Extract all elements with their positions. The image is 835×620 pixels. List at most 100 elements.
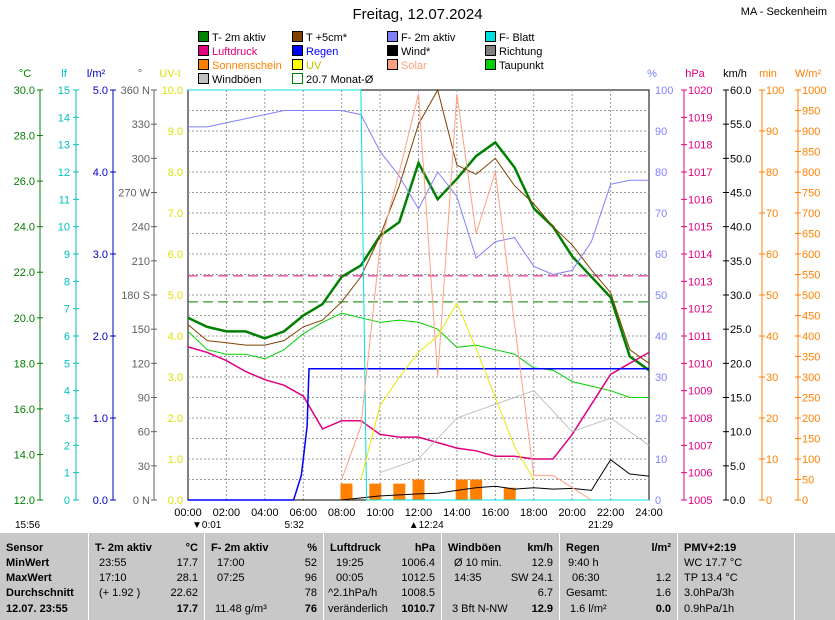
legend-item-10: Solar bbox=[387, 59, 427, 72]
axis-leaf-tick: 6 bbox=[64, 331, 70, 343]
axis-press-tick: 1012 bbox=[688, 304, 712, 316]
axis-rain-tick: 5.0 bbox=[93, 85, 108, 97]
chart-title: Freitag, 12.07.2024 bbox=[352, 6, 483, 23]
legend-label: Luftdruck bbox=[212, 46, 258, 58]
legend-swatch bbox=[387, 45, 398, 56]
axis-press-tick: 1008 bbox=[688, 413, 712, 425]
axis-rain-tick: 1.0 bbox=[93, 413, 108, 425]
axis-press-tick: 1005 bbox=[688, 495, 712, 507]
axis-solar-tick: 950 bbox=[802, 106, 820, 118]
axis-wind-tick: 50.0 bbox=[730, 153, 751, 165]
sunshine-bar bbox=[340, 483, 353, 500]
hdr-press-unit: hPa bbox=[414, 542, 435, 554]
axis-temp-tick: 14.0 bbox=[14, 449, 35, 461]
legend-label: UV bbox=[306, 60, 322, 72]
axis-wind-tick: 45.0 bbox=[730, 188, 751, 200]
event-sunset: 21:29 bbox=[588, 520, 613, 531]
axis-press-tick: 1013 bbox=[688, 276, 712, 288]
col-temp: T- 2m aktiv °C 23:55 17.7 17:10 28.1 (+ 1.9… bbox=[89, 533, 205, 620]
summary-table: Sensor MinWert MaxWert Durchschnitt 12.0… bbox=[0, 533, 835, 620]
axis-hum-tick: 50 bbox=[655, 290, 667, 302]
rain-duration: 9:40 h bbox=[568, 557, 599, 569]
axis-rain-tick: 2.0 bbox=[93, 331, 108, 343]
axis-solar-tick: 450 bbox=[802, 311, 820, 323]
hdr-pmv: PMV+2:19 bbox=[684, 542, 737, 554]
temp-avg-value: 22.62 bbox=[170, 587, 198, 599]
axis-dir-tick: 60 bbox=[138, 427, 150, 439]
legend-swatch bbox=[485, 59, 496, 70]
temp-avg-delta: (+ 1.92 ) bbox=[99, 587, 141, 599]
hdr-sensor: Sensor bbox=[6, 542, 44, 554]
axis-leaf-tick: 5 bbox=[64, 358, 70, 370]
legend-item-13: 20.7 Monat-Ø bbox=[292, 73, 373, 86]
axis-uv-tick: 10.0 bbox=[162, 85, 183, 97]
time-tick: 18:00 bbox=[520, 507, 548, 519]
event-moonrise: ▲12:24 bbox=[409, 520, 444, 531]
event-sunrise: 5:32 bbox=[284, 520, 304, 531]
axis-temp-tick: 20.0 bbox=[14, 313, 35, 325]
axis-uv-unit: UV-I bbox=[159, 68, 180, 80]
axis-solar-tick: 1000 bbox=[802, 85, 826, 97]
axis-solar-tick: 700 bbox=[802, 208, 820, 220]
axis-leaf-tick: 15 bbox=[58, 85, 70, 97]
axis-solar-tick: 550 bbox=[802, 270, 820, 282]
wind-current-value: 12.9 bbox=[531, 603, 553, 615]
axis-wind-tick: 0.0 bbox=[730, 495, 745, 507]
axis-uv-tick: 2.0 bbox=[168, 413, 183, 425]
axis-sun-tick: 30 bbox=[766, 372, 778, 384]
axis-hum-tick: 90 bbox=[655, 126, 667, 138]
temp-max-value: 28.1 bbox=[176, 572, 198, 584]
wind-avg-label: Ø 10 min. bbox=[454, 557, 502, 569]
axis-temp-tick: 24.0 bbox=[14, 222, 35, 234]
hum-max-value: 96 bbox=[304, 572, 317, 584]
series-taupunkt bbox=[187, 312, 649, 398]
axis-dir-tick: 90 bbox=[138, 393, 150, 405]
axis-leaf-tick: 1 bbox=[64, 468, 70, 480]
axis-sun-tick: 0 bbox=[766, 495, 772, 507]
axis-solar-tick: 150 bbox=[802, 434, 820, 446]
wind-avg10-value: 12.9 bbox=[531, 557, 553, 569]
axis-dir-tick: 240 bbox=[132, 222, 150, 234]
axis-press-unit: hPa bbox=[685, 68, 705, 80]
wind-bft: 3 Bft N-NW bbox=[452, 603, 508, 615]
legend-swatch bbox=[292, 45, 303, 56]
time-tick: 08:00 bbox=[328, 507, 356, 519]
legend-item-6: Wind* bbox=[387, 45, 430, 58]
axis-wind-tick: 55.0 bbox=[730, 119, 751, 131]
legend-label: Wind* bbox=[401, 46, 431, 58]
axis-wind-tick: 30.0 bbox=[730, 290, 751, 302]
rain-total-value: 1.6 bbox=[655, 587, 671, 599]
axis-solar-tick: 850 bbox=[802, 147, 820, 159]
series-f-2m-aktiv bbox=[188, 110, 649, 276]
legend-item-11: Taupunkt bbox=[485, 59, 544, 72]
legend-item-3: F- Blatt bbox=[485, 31, 534, 44]
hdr-wind: Windböen bbox=[448, 542, 502, 554]
axis-sun-tick: 20 bbox=[766, 413, 778, 425]
axis-wind-tick: 40.0 bbox=[730, 222, 751, 234]
press-max-value: 1012.5 bbox=[401, 572, 435, 584]
axis-solar-unit: W/m² bbox=[795, 68, 822, 80]
axis-leaf-tick: 13 bbox=[58, 140, 70, 152]
legend-item-1: T +5cm* bbox=[292, 31, 347, 44]
press-current-value: 1010.7 bbox=[401, 603, 435, 615]
axis-uv-tick: 4.0 bbox=[168, 331, 183, 343]
series-luftdruck bbox=[187, 346, 650, 460]
hdr-temp-unit: °C bbox=[185, 542, 198, 554]
time-tick: 16:00 bbox=[482, 507, 510, 519]
legend-label: Richtung bbox=[499, 46, 543, 58]
legend-item-2: F- 2m aktiv bbox=[387, 31, 455, 44]
axis-press-tick: 1015 bbox=[688, 222, 712, 234]
legend-swatch bbox=[198, 73, 209, 84]
axis-temp-tick: 30.0 bbox=[14, 85, 35, 97]
axis-hum-unit: % bbox=[647, 68, 657, 80]
axis-leaf-tick: 10 bbox=[58, 222, 70, 234]
col-pmv: PMV+2:19 WC 17.7 °C TP 13.4 °C 3.0hPa/3h… bbox=[678, 533, 795, 620]
axis-temp-tick: 18.0 bbox=[14, 358, 35, 370]
axis-wind-tick: 20.0 bbox=[730, 358, 751, 370]
station-name: MA - Seckenheim bbox=[740, 6, 827, 18]
legend-label: T +5cm* bbox=[306, 32, 348, 44]
legend-label: Taupunkt bbox=[499, 60, 544, 72]
pmv-press-3h: 3.0hPa/3h bbox=[684, 587, 735, 599]
axis-solar-tick: 100 bbox=[802, 454, 820, 466]
axis-leaf-tick: 9 bbox=[64, 249, 70, 261]
